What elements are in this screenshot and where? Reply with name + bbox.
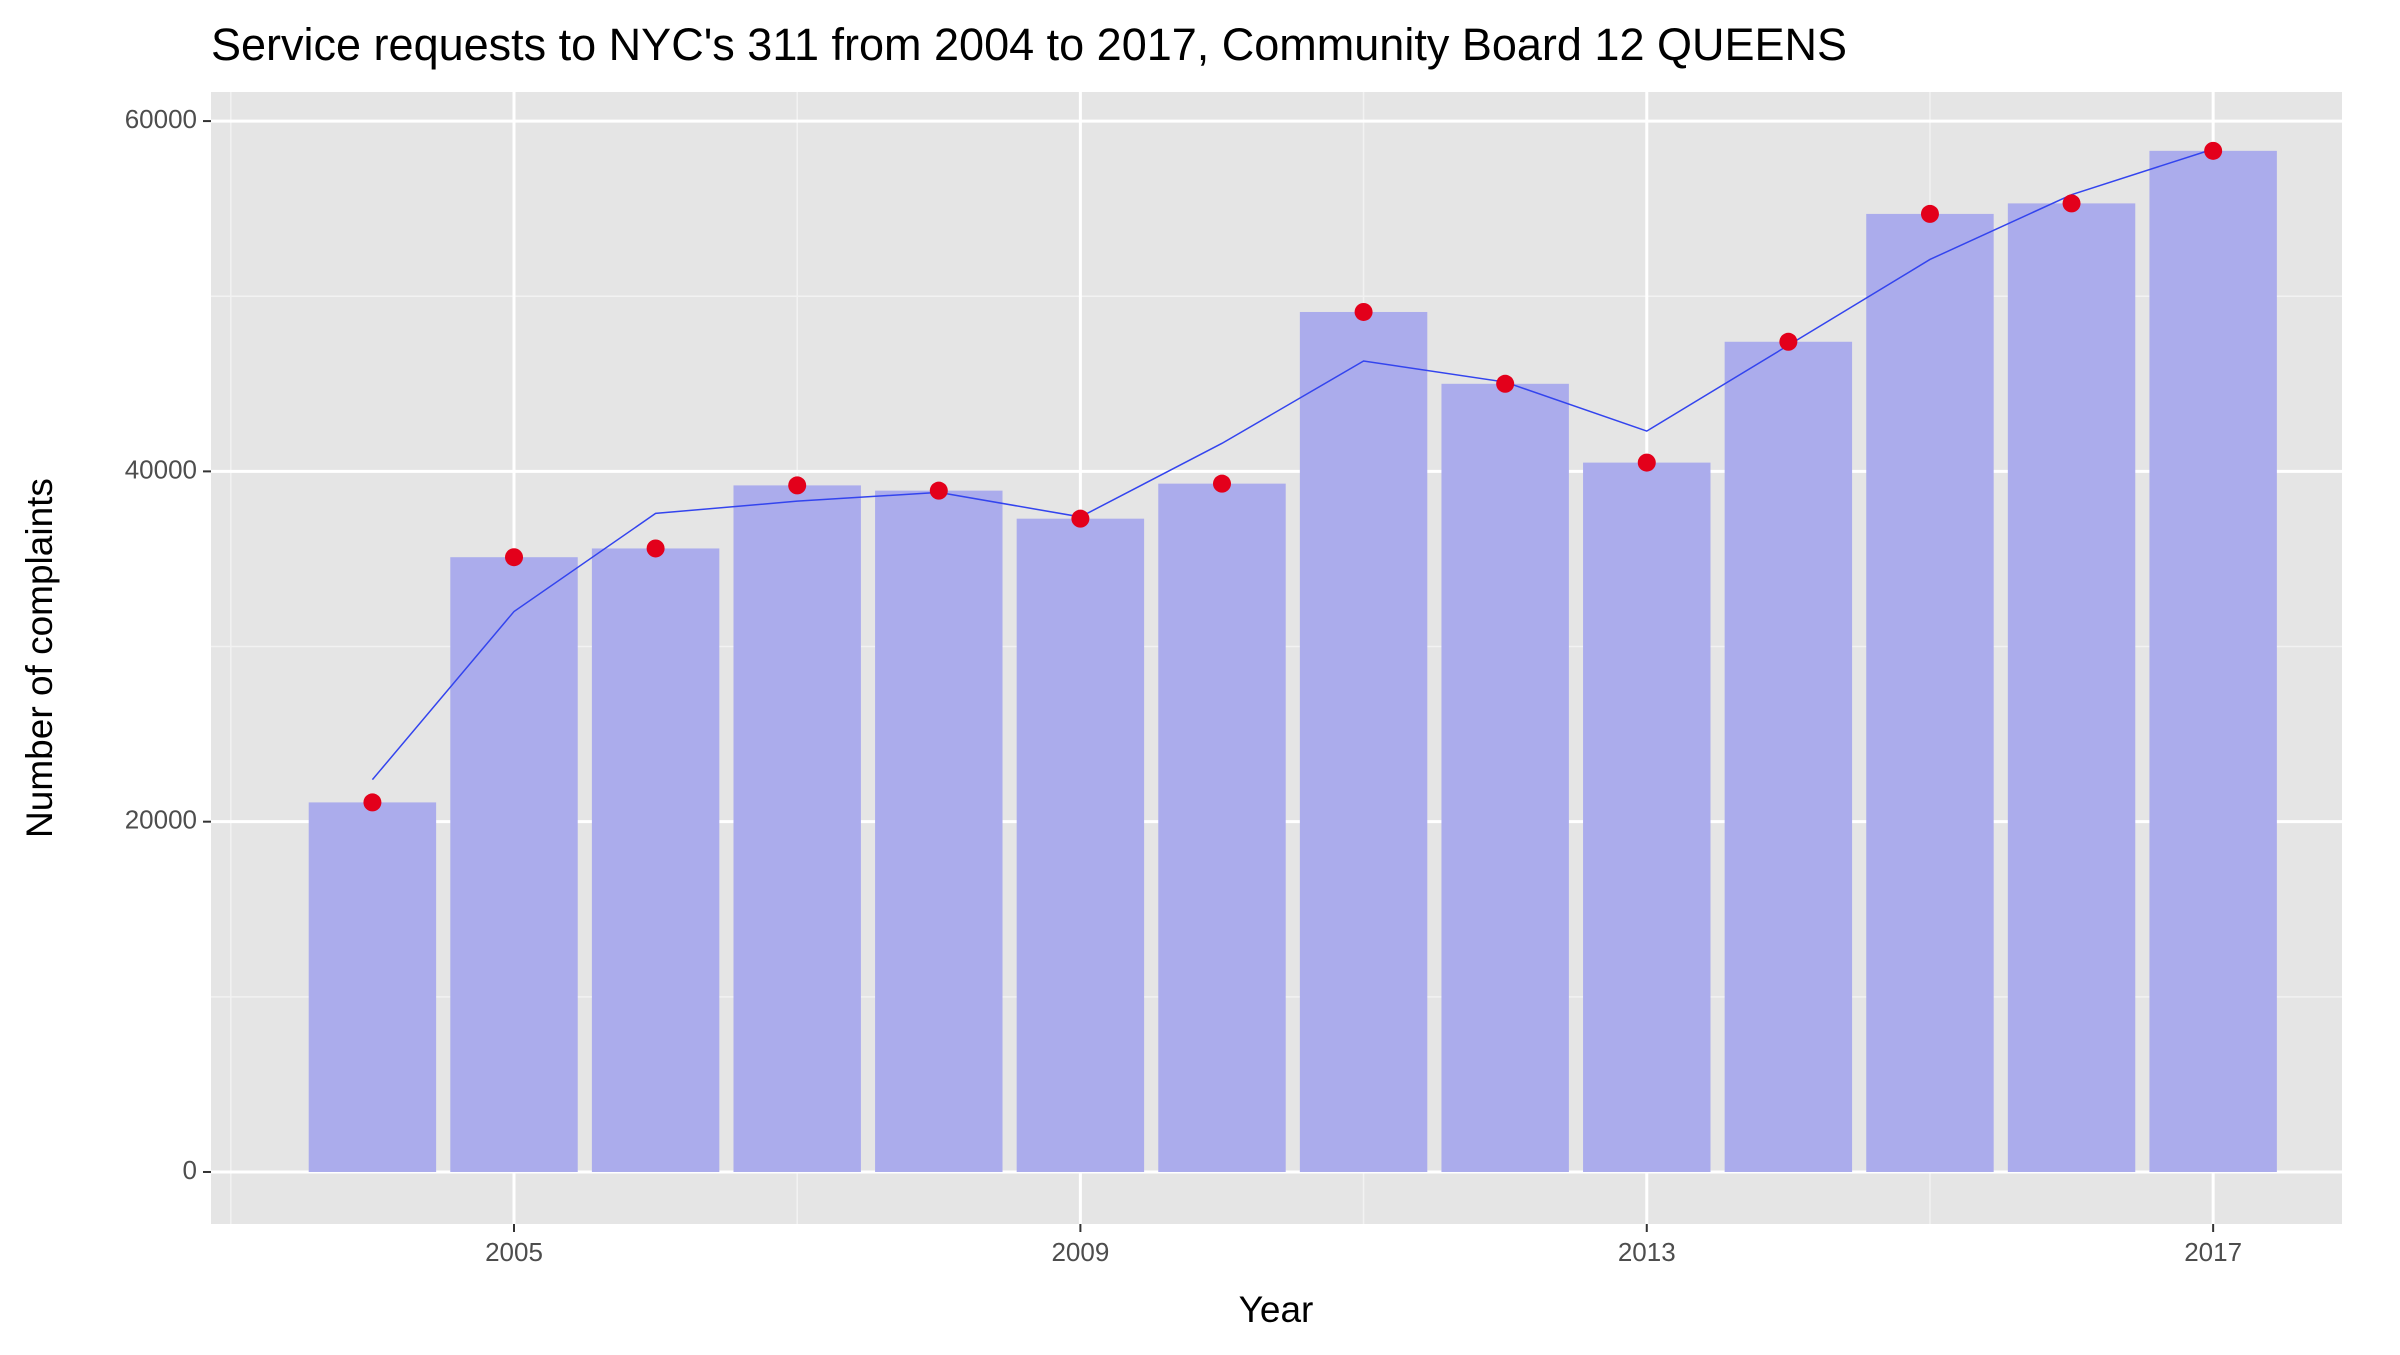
bar: [2149, 150, 2277, 1172]
point: [1071, 509, 1090, 528]
x-tick-label: 2009: [1051, 1237, 1109, 1267]
bar: [450, 557, 578, 1172]
y-tick-label: 0: [183, 1155, 197, 1185]
bar: [1866, 213, 1994, 1172]
y-tick-label: 40000: [125, 454, 197, 484]
point: [1779, 332, 1798, 351]
bar: [733, 485, 861, 1172]
point: [1496, 374, 1515, 393]
x-tick-label: 2013: [1618, 1237, 1676, 1267]
bar: [1299, 311, 1428, 1172]
x-tick-label: 2017: [2184, 1237, 2242, 1267]
point: [2062, 194, 2081, 213]
point: [505, 548, 524, 567]
bar: [1016, 518, 1145, 1172]
x-tick-label: 2005: [485, 1237, 543, 1267]
point: [788, 476, 807, 495]
bar: [1724, 341, 1853, 1172]
y-tick-label: 60000: [125, 104, 197, 134]
point: [1354, 302, 1373, 321]
chart-title: Service requests to NYC's 311 from 2004 …: [211, 19, 1847, 70]
x-axis-title: Year: [1239, 1289, 1314, 1330]
point: [363, 793, 382, 812]
point: [1637, 453, 1656, 472]
y-axis-title: Number of complaints: [19, 478, 60, 838]
bar: [591, 548, 720, 1172]
bar: [1158, 483, 1286, 1172]
point: [929, 481, 948, 500]
bar: [1583, 462, 1711, 1172]
bar: [1441, 383, 1569, 1172]
bar: [875, 490, 1003, 1172]
point: [1920, 204, 1939, 223]
point: [2204, 141, 2223, 160]
point: [646, 539, 665, 558]
trend-line: [371, 148, 2214, 781]
bar: [2007, 203, 2136, 1172]
point: [1212, 474, 1231, 493]
bar: [308, 802, 437, 1172]
y-tick-label: 20000: [125, 805, 197, 835]
